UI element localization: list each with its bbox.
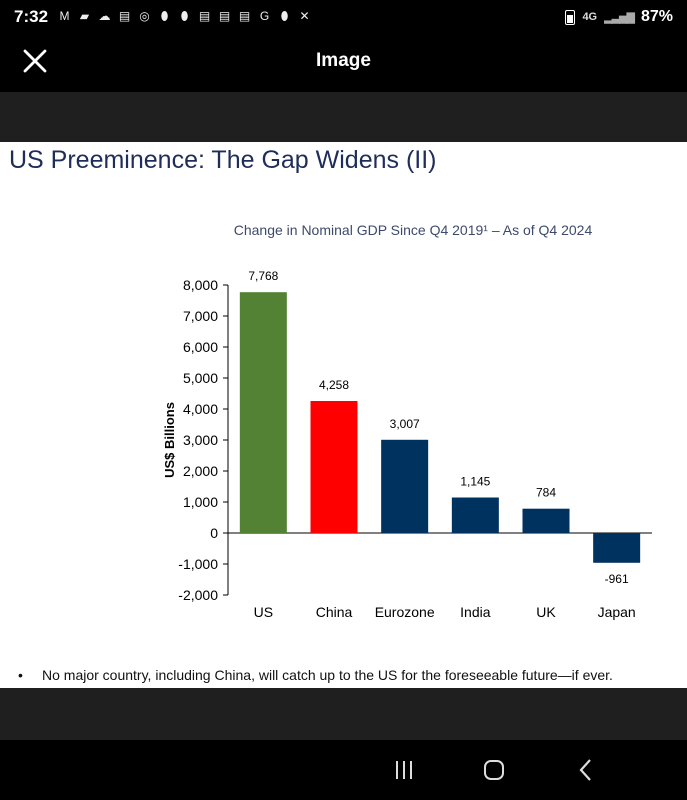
x-tick-label: Eurozone: [375, 604, 435, 620]
slide-title: US Preeminence: The Gap Widens (II): [9, 146, 437, 174]
bullet-point: • No major country, including China, will…: [18, 667, 613, 683]
y-tick-label: 7,000: [183, 308, 218, 324]
y-tick-label: 4,000: [183, 401, 218, 417]
data-label: 784: [536, 486, 556, 500]
network-type: 4G: [582, 11, 598, 23]
x-tick-label: UK: [536, 604, 556, 620]
y-tick-label: 5,000: [183, 370, 218, 386]
football-icon: ⬮: [280, 9, 289, 23]
home-icon[interactable]: [479, 755, 509, 785]
news-icon: ▤: [238, 9, 251, 23]
data-label: 3,007: [390, 417, 420, 431]
basketball-icon: ◎: [139, 9, 150, 23]
header-title: Image: [316, 50, 371, 71]
close-icon[interactable]: [22, 48, 48, 74]
chart-title: Change in Nominal GDP Since Q4 2019¹ – A…: [234, 222, 593, 238]
status-bar: 7:32 M ▰ ☁ ▤ ◎ ⬮ ⬮ ▤ ▤ ▤ G ⬮ ✕ 4G ▂▃▅▇ 87%: [0, 0, 687, 36]
data-label: 4,258: [319, 378, 349, 392]
y-tick-label: 8,000: [183, 277, 218, 293]
x-tick-label: China: [316, 604, 353, 620]
gmail-icon: M: [59, 9, 70, 23]
y-tick-label: 0: [210, 525, 218, 541]
hockey-icon: ✕: [299, 9, 310, 23]
status-right: 4G ▂▃▅▇ 87%: [565, 8, 673, 26]
y-tick-label: 1,000: [183, 494, 218, 510]
y-tick-label: -2,000: [178, 587, 218, 603]
signal-icon: ▂▃▅▇: [604, 11, 635, 24]
bar-india: [451, 497, 499, 533]
navigation-bar: [0, 740, 687, 800]
image-top-margin: [0, 92, 687, 142]
bar-us: [239, 292, 287, 533]
football-icon: ⬮: [160, 9, 169, 23]
notification-icons: M ▰ ☁ ▤ ◎ ⬮ ⬮ ▤ ▤ ▤ G ⬮ ✕: [56, 9, 313, 24]
y-axis-label: US$ Billions: [162, 402, 177, 478]
x-tick-label: US: [254, 604, 273, 620]
image-bottom-margin: [0, 688, 687, 740]
status-time: 7:32: [14, 7, 49, 26]
battery-saver-icon: [565, 9, 576, 25]
bar-china: [310, 401, 358, 533]
y-tick-label: 2,000: [183, 463, 218, 479]
cloud-icon: ☁: [98, 9, 111, 23]
back-icon[interactable]: [571, 755, 601, 785]
recent-apps-icon[interactable]: [389, 755, 419, 785]
data-label: 7,768: [248, 269, 278, 283]
news-icon: ▤: [218, 9, 231, 23]
bullet-marker: •: [18, 667, 23, 683]
app-header: Image: [0, 36, 687, 88]
y-tick-label: 3,000: [183, 432, 218, 448]
bar-chart: Change in Nominal GDP Since Q4 2019¹ – A…: [162, 222, 652, 620]
bookmark-icon: ▰: [79, 9, 90, 23]
news-icon: ▤: [118, 9, 131, 23]
bar-eurozone: [381, 439, 429, 533]
battery-percentage: 87%: [640, 8, 673, 25]
y-tick-label: -1,000: [178, 556, 218, 572]
bar-japan: [593, 533, 641, 563]
football-icon: ⬮: [180, 9, 189, 23]
bar-uk: [522, 508, 570, 533]
bullet-text: No major country, including China, will …: [42, 667, 613, 683]
x-tick-label: Japan: [598, 604, 636, 620]
y-tick-label: 6,000: [183, 339, 218, 355]
news-icon: ▤: [198, 9, 211, 23]
google-icon: G: [259, 9, 270, 23]
data-label: -961: [605, 572, 629, 586]
x-tick-label: India: [460, 604, 491, 620]
data-label: 1,145: [460, 475, 490, 489]
slide-image[interactable]: US Preeminence: The Gap Widens (II) Chan…: [0, 142, 687, 688]
